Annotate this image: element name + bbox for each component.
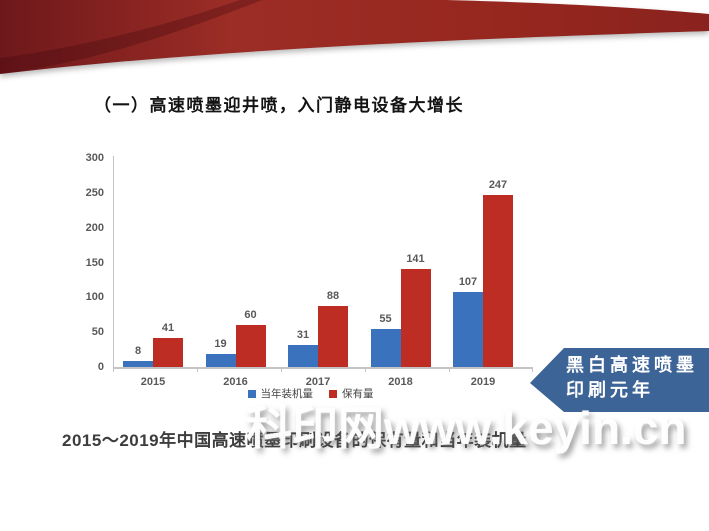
y-axis-tick-label: 150: [85, 256, 104, 269]
legend-item: 当年装机量: [247, 386, 314, 401]
x-axis-label: 2018: [388, 376, 413, 388]
bar: [235, 325, 266, 367]
bar: [318, 306, 348, 367]
bar: [288, 345, 318, 367]
bar-value-label: 60: [244, 309, 257, 321]
callout-text-line1: 黑白高速喷墨: [566, 355, 698, 375]
bar: [483, 195, 513, 367]
bar: [123, 361, 153, 367]
bar-value-label: 31: [296, 329, 310, 341]
y-axis-tick-label: 0: [97, 361, 104, 373]
x-axis-tick: [113, 367, 114, 372]
x-axis-tick: [365, 367, 366, 372]
y-axis-line: [113, 156, 114, 367]
top-banner-ribbon: [0, 0, 709, 74]
bar-value-label: 247: [488, 179, 508, 191]
bar-value-label: 8: [134, 345, 142, 357]
y-axis-tick-label: 50: [91, 326, 104, 339]
bar: [205, 354, 236, 367]
bar-value-label: 55: [379, 313, 392, 325]
bar: [400, 269, 431, 367]
x-axis-tick: [197, 367, 198, 372]
callout-text-line2: 印刷元年: [566, 380, 654, 400]
x-axis-tick: [449, 367, 450, 372]
y-axis-tick-label: 200: [85, 221, 104, 234]
bar: [370, 329, 401, 367]
bar: [453, 292, 483, 367]
y-axis-tick-label: 250: [85, 186, 104, 199]
bar-value-label: 19: [214, 338, 227, 350]
x-axis-tick: [532, 367, 533, 372]
x-axis-label: 2015: [140, 376, 166, 388]
callout-arrow: [530, 348, 709, 412]
bar-value-label: 41: [161, 322, 175, 334]
slide-title: （一）高速喷墨迎井喷，入门静电设备大增长: [94, 96, 464, 115]
legend-label: 当年装机量: [260, 388, 314, 400]
callout-arrow-shape: [530, 348, 709, 412]
legend: 当年装机量 保有量: [113, 386, 508, 401]
y-axis-tick-label: 300: [85, 152, 104, 164]
bar-value-label: 88: [326, 290, 340, 302]
legend-label: 保有量: [342, 388, 374, 400]
bar-value-label: 107: [458, 276, 478, 288]
bar-value-label: 141: [406, 253, 425, 265]
x-axis-label: 2016: [223, 376, 248, 388]
x-axis-label: 2019: [470, 376, 496, 388]
x-axis-label: 2017: [305, 376, 331, 388]
x-axis-line: [113, 367, 533, 369]
banner-shape: [0, 0, 709, 74]
legend-swatch: [329, 389, 337, 398]
y-axis-tick-label: 100: [85, 291, 104, 304]
banner-fold-shade: [0, 0, 262, 74]
legend-swatch: [247, 389, 256, 398]
bar: [153, 338, 183, 367]
chart-caption: 2015～2019年中国高速喷墨印刷设备的保有量和当年装机量: [62, 431, 527, 450]
legend-item: 保有量: [329, 386, 374, 401]
x-axis-tick: [281, 367, 282, 372]
